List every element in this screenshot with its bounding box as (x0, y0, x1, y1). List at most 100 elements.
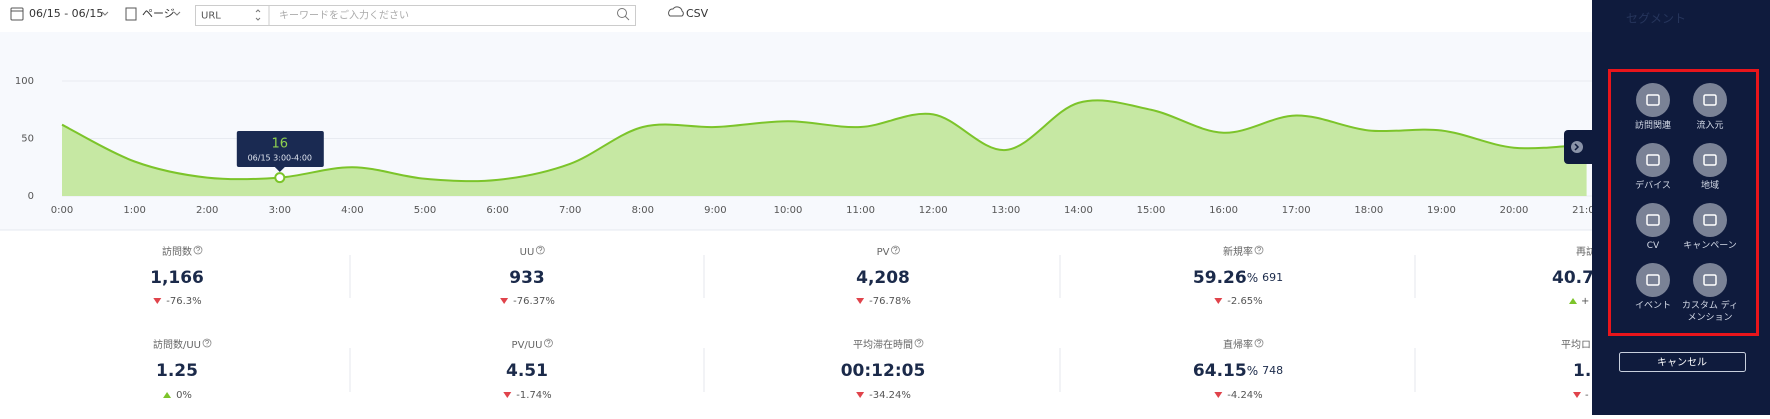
down-arrow (153, 298, 162, 304)
x-tick-label: 20:00 (1500, 205, 1529, 216)
segment-label-box: デバイス (1635, 181, 1671, 191)
metric-sub: 748 (1262, 364, 1283, 377)
down-arrow (856, 298, 865, 304)
help-icon (1254, 245, 1264, 255)
metric-change: -1.74% (516, 390, 551, 401)
tooltip (236, 131, 324, 167)
segment-label[interactable]: 訪問関連 (1634, 121, 1671, 131)
x-tick-label: 0:00 (51, 205, 73, 216)
cloud-icon (668, 6, 684, 17)
dropdown-caret (173, 11, 181, 16)
panel-title: セグメント (1626, 12, 1686, 26)
date-range[interactable]: 06/15 - 06/15 (29, 7, 103, 20)
icon-glyph (1646, 94, 1660, 106)
help-icon-mark (1257, 339, 1261, 346)
metric-number: 59.26 (1193, 268, 1247, 288)
toggle-arrow (1574, 143, 1580, 151)
help-icon-mark (538, 246, 543, 253)
metric-number: 64.15 (1193, 361, 1247, 381)
help-icon-mark (196, 246, 200, 253)
page-icon (125, 7, 137, 21)
area-fill (62, 100, 1587, 196)
segment-label-box: カスタム ディメンション (1681, 301, 1739, 323)
metric-change: -76.78% (869, 296, 911, 307)
help-icon (914, 338, 924, 348)
segment-icon[interactable] (1636, 143, 1670, 177)
filter-type[interactable]: URL (201, 11, 221, 22)
x-tick-label: 1:00 (123, 205, 145, 216)
segment-label-box: イベント (1634, 301, 1671, 311)
icon-glyph (1646, 274, 1660, 286)
metric-change: -76.37% (513, 296, 555, 307)
metric-number: 933 (509, 268, 545, 288)
segment-icon[interactable] (1636, 83, 1670, 117)
segment-icon[interactable] (1693, 203, 1727, 237)
segment-label[interactable]: イベント (1634, 301, 1671, 311)
segment-label[interactable]: 地域 (1700, 181, 1719, 191)
cancel-button[interactable] (1619, 352, 1746, 372)
help-icon (891, 245, 900, 255)
icon-glyph (1646, 214, 1660, 226)
metric-label: UU (520, 247, 535, 258)
page-selector[interactable]: ページ (142, 7, 175, 20)
metric-value: 4.51 (506, 361, 548, 381)
x-tick-label: 10:00 (774, 205, 803, 216)
segment-label[interactable]: カスタム ディメンション (1681, 301, 1739, 323)
metric-value: 59.26% 691 (1193, 268, 1283, 288)
metric-change: -2.65% (1227, 296, 1262, 307)
highlight-box (1608, 69, 1759, 336)
segment-icon[interactable] (1693, 143, 1727, 177)
segment-label[interactable]: 流入元 (1696, 121, 1724, 131)
segment-label-box: 地域 (1700, 181, 1719, 191)
metric-value: 4,208 (856, 268, 910, 288)
calendar-icon (10, 7, 24, 21)
metric-number: 4.51 (506, 361, 548, 381)
x-tick-label: 7:00 (559, 205, 581, 216)
y-tick-label: 50 (21, 134, 34, 145)
metric-number: 4,208 (856, 268, 910, 288)
down-arrow (1214, 298, 1223, 304)
metric-sub: 691 (1262, 271, 1283, 284)
metric-unit: % (1247, 364, 1258, 378)
cancel-label[interactable]: キャンセル (1657, 357, 1707, 369)
x-tick-label: 6:00 (486, 205, 508, 216)
help-icon-mark (893, 246, 898, 253)
metric-change: + (1581, 296, 1589, 307)
search-box (195, 5, 636, 26)
metric-label: 再訪 (1576, 245, 1596, 258)
metric-label: 新規率 (1223, 245, 1253, 258)
metric-number: 00:12:05 (841, 361, 926, 381)
help-icon-mark (1257, 246, 1261, 253)
x-tick-label: 12:00 (919, 205, 948, 216)
csv-export[interactable]: CSV (686, 7, 709, 20)
help-icon-mark (917, 339, 921, 346)
icon-glyph (1703, 94, 1717, 106)
metric-value: 933 (509, 268, 545, 288)
segment-label[interactable]: デバイス (1635, 181, 1671, 191)
metric-label: 直帰率 (1223, 338, 1253, 351)
icon-glyph (1703, 154, 1717, 166)
metric-label: 訪問数/UU (153, 338, 201, 351)
segment-label[interactable]: CV (1646, 241, 1660, 251)
x-tick-label: 5:00 (414, 205, 436, 216)
segment-label-box: キャンペーン (1683, 241, 1737, 251)
help-icon (202, 338, 212, 348)
segment-label[interactable]: キャンペーン (1683, 241, 1737, 251)
segment-icon[interactable] (1693, 263, 1727, 297)
metric-value: 00:12:05 (841, 361, 926, 381)
x-tick-label: 11:00 (846, 205, 875, 216)
metric-change: 0% (176, 390, 192, 401)
segment-icon[interactable] (1636, 263, 1670, 297)
tooltip-value: 16 (272, 137, 289, 152)
segment-label-box: 流入元 (1696, 121, 1724, 131)
chart: 0 50 100 0:00 1:00 2:00 3:00 4:00 5:00 6:00 7:00 8:… (15, 76, 1770, 216)
segment-icon[interactable] (1636, 203, 1670, 237)
x-tick-label: 4:00 (341, 205, 363, 216)
help-icon-mark (205, 339, 209, 346)
segment-icon[interactable] (1693, 83, 1727, 117)
up-arrow (163, 392, 172, 398)
search-input[interactable]: キーワードをご入力ください (279, 9, 409, 22)
dropdown-caret (101, 11, 109, 16)
